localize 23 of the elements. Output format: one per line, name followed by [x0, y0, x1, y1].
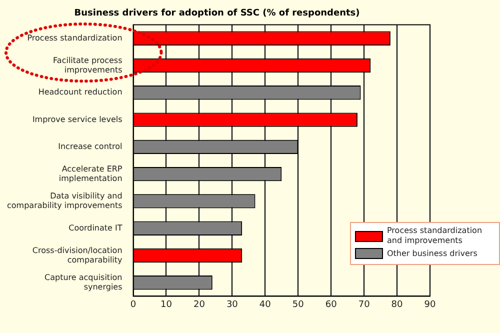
x-tick-label: 20	[193, 300, 206, 310]
y-tick-label: Data visibility and comparability improvements	[7, 191, 122, 210]
y-tick-label: Accelerate ERP implementation	[58, 164, 122, 183]
y-tick-label: Cross-division/location comparability	[32, 246, 123, 264]
y-tick-label: Process standardization	[27, 33, 122, 42]
y-tick-label: Headcount reduction	[38, 88, 122, 97]
chart-title: Business drivers for adoption of SSC (% of respondents)	[74, 8, 360, 19]
legend-label: Process standardization and improvements	[387, 226, 484, 246]
x-tick-label: 40	[259, 300, 272, 310]
y-tick-label: Capture acquisition synergies	[44, 272, 122, 292]
x-tick-label: 0	[130, 300, 136, 310]
x-tick-label: 70	[358, 300, 370, 310]
y-tick-label: Increase control	[58, 142, 122, 152]
y-tick-label: Facilitate process improvements	[53, 56, 122, 74]
x-tick-label: 60	[325, 300, 338, 310]
y-tick-label: Coordinate IT	[68, 223, 122, 232]
y-tick-label: Improve service levels	[32, 114, 122, 124]
x-tick-label: 50	[292, 300, 304, 310]
x-tick-label: 30	[226, 300, 238, 310]
x-tick-label: 90	[424, 300, 436, 310]
x-tick-label: 10	[160, 300, 172, 310]
x-tick-label: 80	[391, 300, 404, 310]
legend-label: Other business drivers	[387, 248, 478, 258]
